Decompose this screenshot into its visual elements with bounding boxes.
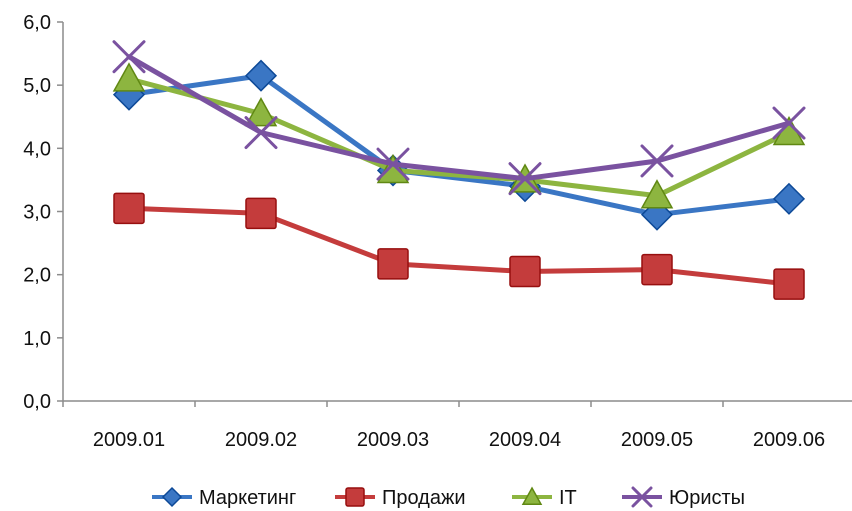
legend-entry: Маркетинг bbox=[152, 486, 296, 509]
legend-label: IT bbox=[559, 487, 577, 509]
legend: Маркетинг Продажи IT Юристы bbox=[152, 486, 745, 509]
data-point bbox=[376, 153, 410, 184]
triangle-marker bbox=[376, 153, 410, 184]
data-point bbox=[244, 116, 278, 150]
series-line bbox=[126, 76, 792, 199]
legend-entry: Продажи bbox=[335, 487, 466, 509]
diamond-marker bbox=[161, 486, 183, 508]
legend-entry: IT bbox=[512, 486, 577, 509]
x-tick-label: 2009.01 bbox=[93, 429, 165, 451]
triangle-marker bbox=[244, 97, 278, 127]
diamond-marker bbox=[244, 59, 278, 92]
square-marker bbox=[641, 253, 673, 286]
y-tick-label: 4,0 bbox=[23, 138, 51, 160]
square-marker bbox=[345, 487, 365, 507]
x-tick-label: 2009.03 bbox=[357, 429, 429, 451]
square-marker bbox=[773, 268, 805, 300]
data-point bbox=[772, 182, 806, 215]
square-marker bbox=[377, 248, 409, 280]
data-point bbox=[509, 255, 541, 288]
legend-label: Продажи bbox=[382, 487, 466, 509]
x-marker bbox=[640, 144, 674, 178]
legend-label: Юристы bbox=[669, 487, 745, 509]
square-marker bbox=[113, 192, 145, 225]
series-line bbox=[126, 54, 792, 182]
y-tick-label: 1,0 bbox=[23, 328, 51, 350]
data-point bbox=[640, 179, 674, 209]
x-marker bbox=[631, 486, 653, 508]
x-tick-label: 2009.06 bbox=[753, 429, 825, 451]
x-marker bbox=[508, 162, 542, 196]
series-юристы bbox=[112, 40, 806, 196]
data-point bbox=[773, 268, 805, 300]
y-tick-label: 0,0 bbox=[23, 391, 51, 413]
x-marker bbox=[376, 147, 410, 181]
data-point bbox=[640, 144, 674, 178]
data-point bbox=[112, 62, 146, 92]
data-point bbox=[244, 59, 278, 92]
data-point bbox=[244, 97, 278, 127]
legend-label: Маркетинг bbox=[199, 487, 296, 509]
x-tick-label: 2009.05 bbox=[621, 429, 693, 451]
series-line bbox=[126, 73, 792, 218]
data-point bbox=[245, 197, 277, 230]
x-marker bbox=[244, 116, 278, 150]
diamond-marker bbox=[772, 182, 806, 215]
x-tick-label: 2009.02 bbox=[225, 429, 297, 451]
data-point bbox=[508, 162, 542, 196]
data-point bbox=[112, 40, 146, 74]
triangle-marker bbox=[112, 62, 146, 92]
data-point bbox=[377, 248, 409, 280]
x-tick-label: 2009.04 bbox=[489, 429, 561, 451]
series-it bbox=[112, 62, 806, 209]
y-tick-label: 2,0 bbox=[23, 265, 51, 287]
triangle-marker bbox=[521, 486, 543, 505]
data-point bbox=[772, 106, 806, 140]
data-point bbox=[113, 192, 145, 225]
series-layer bbox=[112, 40, 806, 300]
x-marker bbox=[772, 106, 806, 140]
y-tick-label: 5,0 bbox=[23, 75, 51, 97]
y-tick-label: 3,0 bbox=[23, 202, 51, 224]
series-маркетинг bbox=[112, 59, 806, 231]
square-marker bbox=[245, 197, 277, 230]
legend-entry: Юристы bbox=[622, 486, 745, 509]
x-axis-ticks: 2009.01 2009.02 2009.03 2009.04 2009.05 2009.… bbox=[62, 401, 825, 451]
y-axis-ticks: 0,0 1,0 2,0 3,0 4,0 5,0 6,0 bbox=[23, 12, 63, 413]
data-point bbox=[641, 253, 673, 286]
x-marker bbox=[112, 40, 146, 74]
series-line bbox=[126, 205, 792, 287]
data-point bbox=[376, 147, 410, 181]
y-tick-label: 6,0 bbox=[23, 12, 51, 34]
triangle-marker bbox=[640, 179, 674, 209]
series-продажи bbox=[113, 192, 805, 300]
square-marker bbox=[509, 255, 541, 288]
